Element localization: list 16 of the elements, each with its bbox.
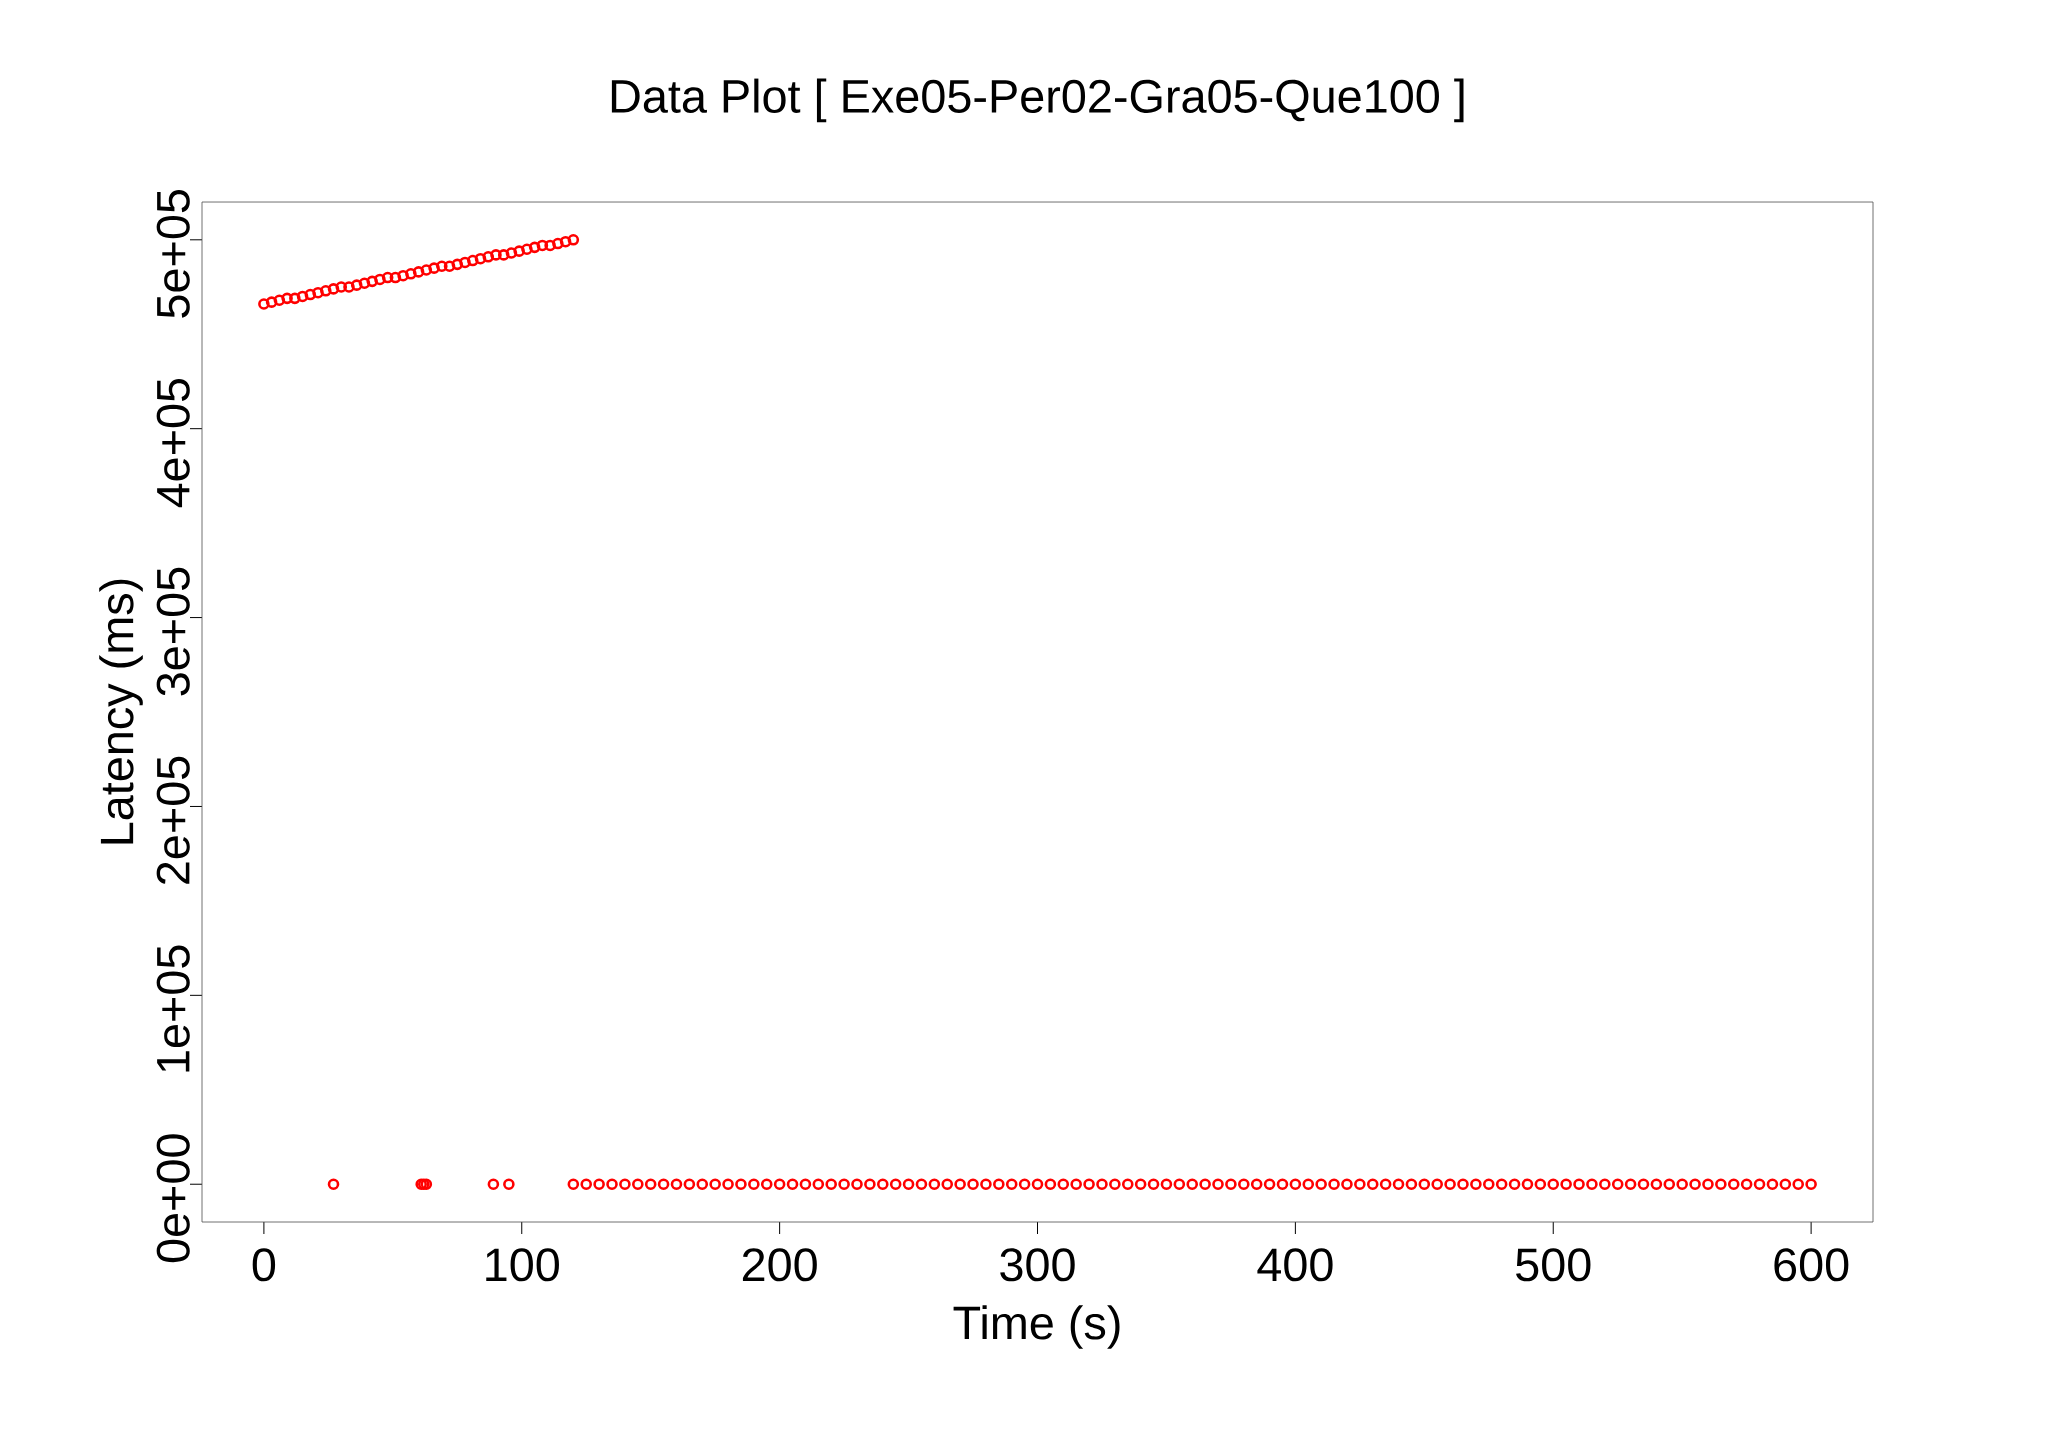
y-axis-title: Latency (ms) — [99, 579, 143, 844]
x-tick-label: 500 — [1516, 1248, 1591, 1282]
x-tick-label: 100 — [486, 1248, 559, 1282]
y-tick-label: 0e+00 — [156, 1134, 190, 1263]
x-tick-label: 300 — [1000, 1248, 1075, 1282]
x-axis-title: Time (s) — [953, 1305, 1120, 1349]
y-tick-label: 2e+05 — [156, 756, 190, 884]
chart-title: Data Plot [ Exe05-Per02-Gra05-Que100 ] — [611, 78, 1464, 123]
x-tick-label: 400 — [1257, 1248, 1333, 1282]
x-tick-label: 0 — [252, 1248, 276, 1282]
y-tick-label: 4e+05 — [156, 378, 190, 508]
y-tick-label: 3e+05 — [156, 567, 190, 696]
y-tick-label: 5e+05 — [156, 190, 190, 318]
x-tick-label: 200 — [742, 1248, 817, 1282]
y-tick-label: 1e+05 — [156, 945, 190, 1072]
x-tick-label: 600 — [1774, 1248, 1849, 1282]
